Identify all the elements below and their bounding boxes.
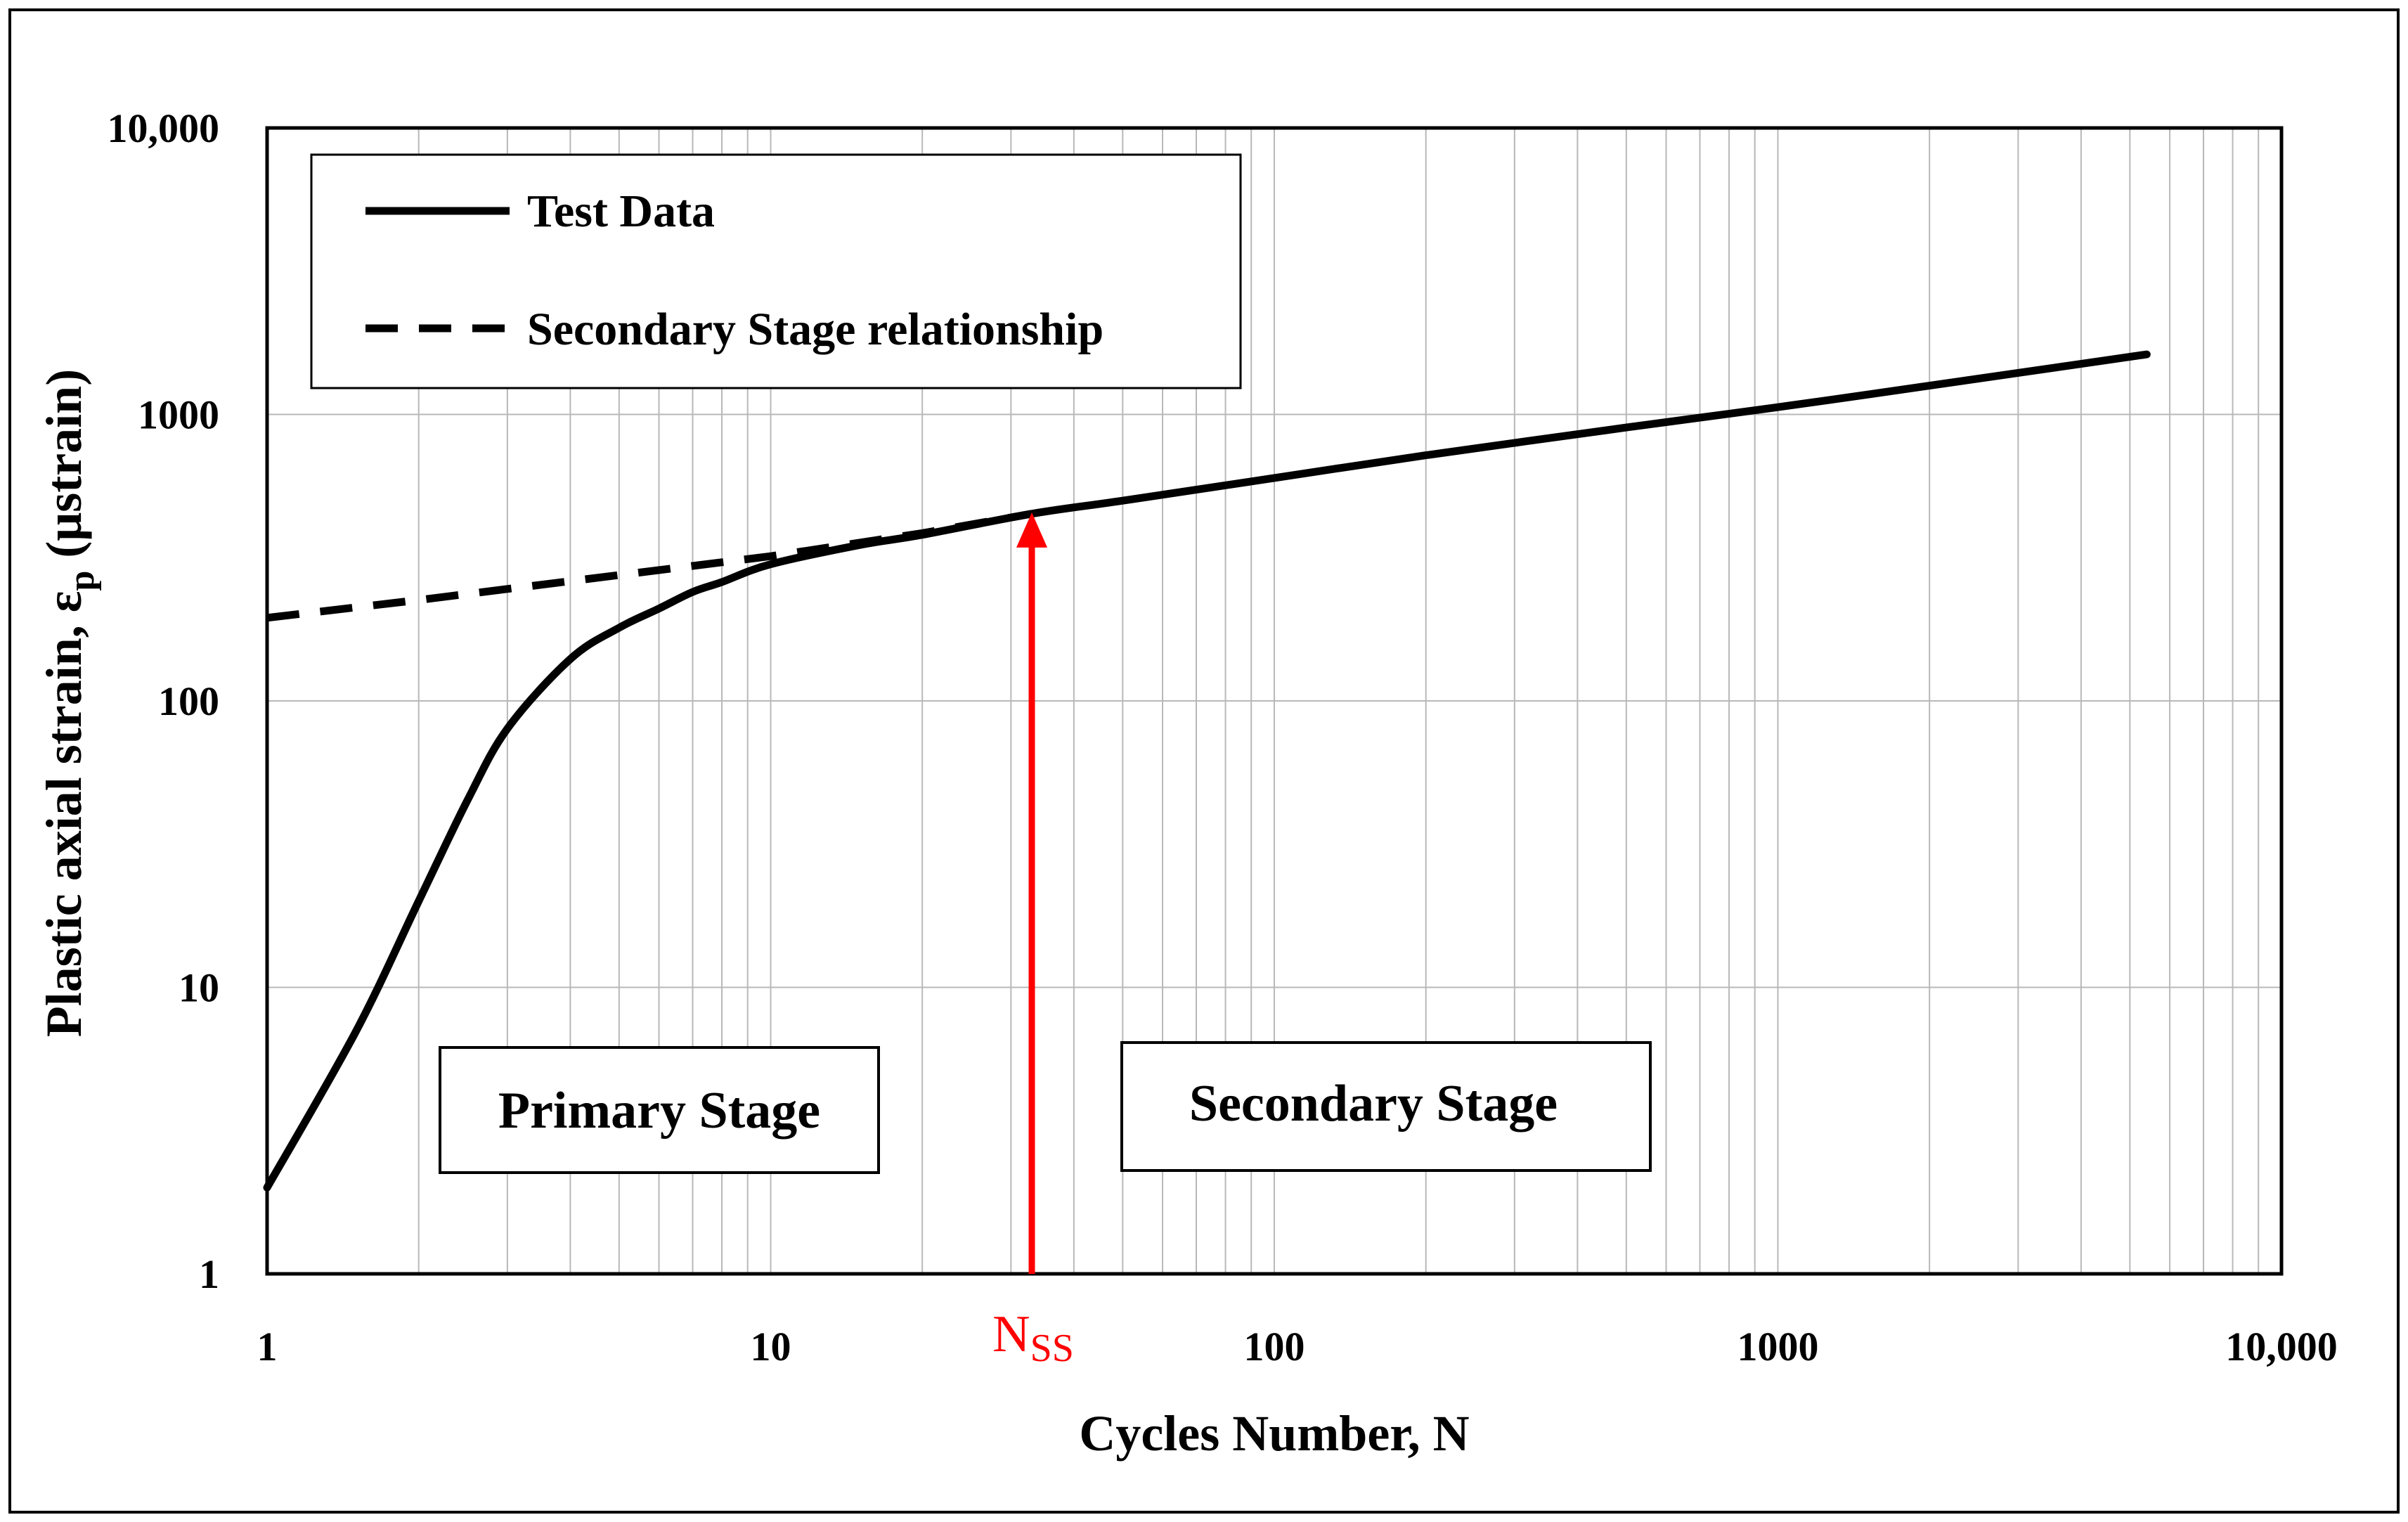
y-tick-label: 1: [199, 1251, 219, 1297]
y-tick-labels: 1 10 100 1000 10,000: [108, 105, 220, 1297]
x-tick-label: 10,000: [2225, 1324, 2338, 1369]
legend-box: [310, 153, 1242, 389]
secondary-stage-label: Secondary Stage: [1189, 1075, 1558, 1133]
x-tick-label: 1: [257, 1324, 278, 1369]
secondary-stage-box: Secondary Stage: [1120, 1041, 1652, 1172]
nss-label: NSS: [992, 1305, 1074, 1370]
series-line-secondary-stage: [266, 510, 1033, 622]
primary-stage-label: Primary Stage: [498, 1082, 820, 1140]
x-tick-labels: 1 10 100 1000 10,000: [257, 1324, 2338, 1369]
y-axis-title-main: Plastic axial strain, ε: [36, 591, 92, 1037]
nss-label-main: N: [992, 1305, 1030, 1363]
nss-marker: NSS: [992, 512, 1074, 1370]
nss-label-sub: SS: [1030, 1327, 1074, 1370]
y-tick-label: 10,000: [108, 105, 220, 151]
series-layer: [263, 350, 2151, 1192]
primary-stage-box: Primary Stage: [439, 1046, 880, 1174]
y-axis-title-unit: (μstrain): [36, 369, 92, 571]
y-axis-title-sub: p: [62, 571, 102, 591]
y-axis-title: Plastic axial strain, εp (μstrain): [36, 369, 102, 1037]
legend-label-test-data: Test Data: [527, 186, 715, 237]
nss-arrow-head: [1016, 512, 1048, 548]
x-tick-label: 100: [1244, 1324, 1305, 1369]
x-tick-label: 10: [751, 1324, 791, 1369]
legend: Test Data Secondary Stage relationship: [310, 153, 1242, 389]
plot-area: [265, 126, 2284, 1276]
y-tick-label: 10: [179, 965, 219, 1011]
y-tick-label: 100: [158, 678, 219, 724]
legend-label-secondary: Secondary Stage relationship: [527, 304, 1103, 355]
y-tick-label: 1000: [138, 392, 219, 438]
x-axis-title: Cycles Number, N: [1079, 1405, 1469, 1462]
x-tick-label: 1000: [1737, 1324, 1819, 1369]
